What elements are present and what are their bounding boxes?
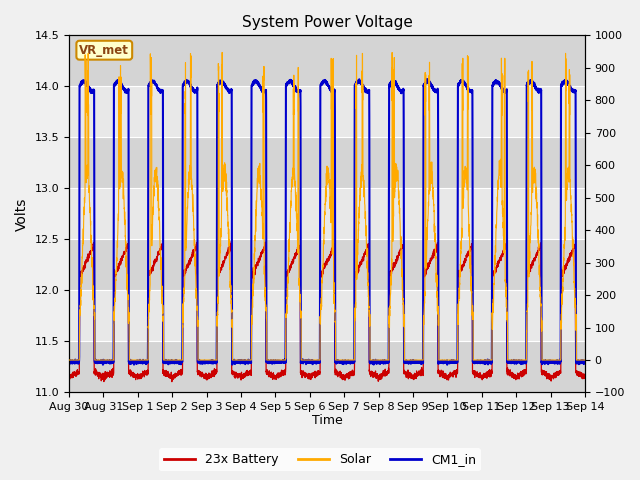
X-axis label: Time: Time [312,414,342,427]
Bar [69,290,585,341]
Y-axis label: Volts: Volts [15,197,29,230]
Bar [69,36,585,86]
Bar [69,137,585,189]
Bar [69,86,585,137]
Legend: 23x Battery, Solar, CM1_in: 23x Battery, Solar, CM1_in [159,448,481,471]
Bar [69,188,585,240]
Bar [69,240,585,290]
Bar [69,341,585,393]
Title: System Power Voltage: System Power Voltage [241,15,412,30]
Text: VR_met: VR_met [79,44,129,57]
